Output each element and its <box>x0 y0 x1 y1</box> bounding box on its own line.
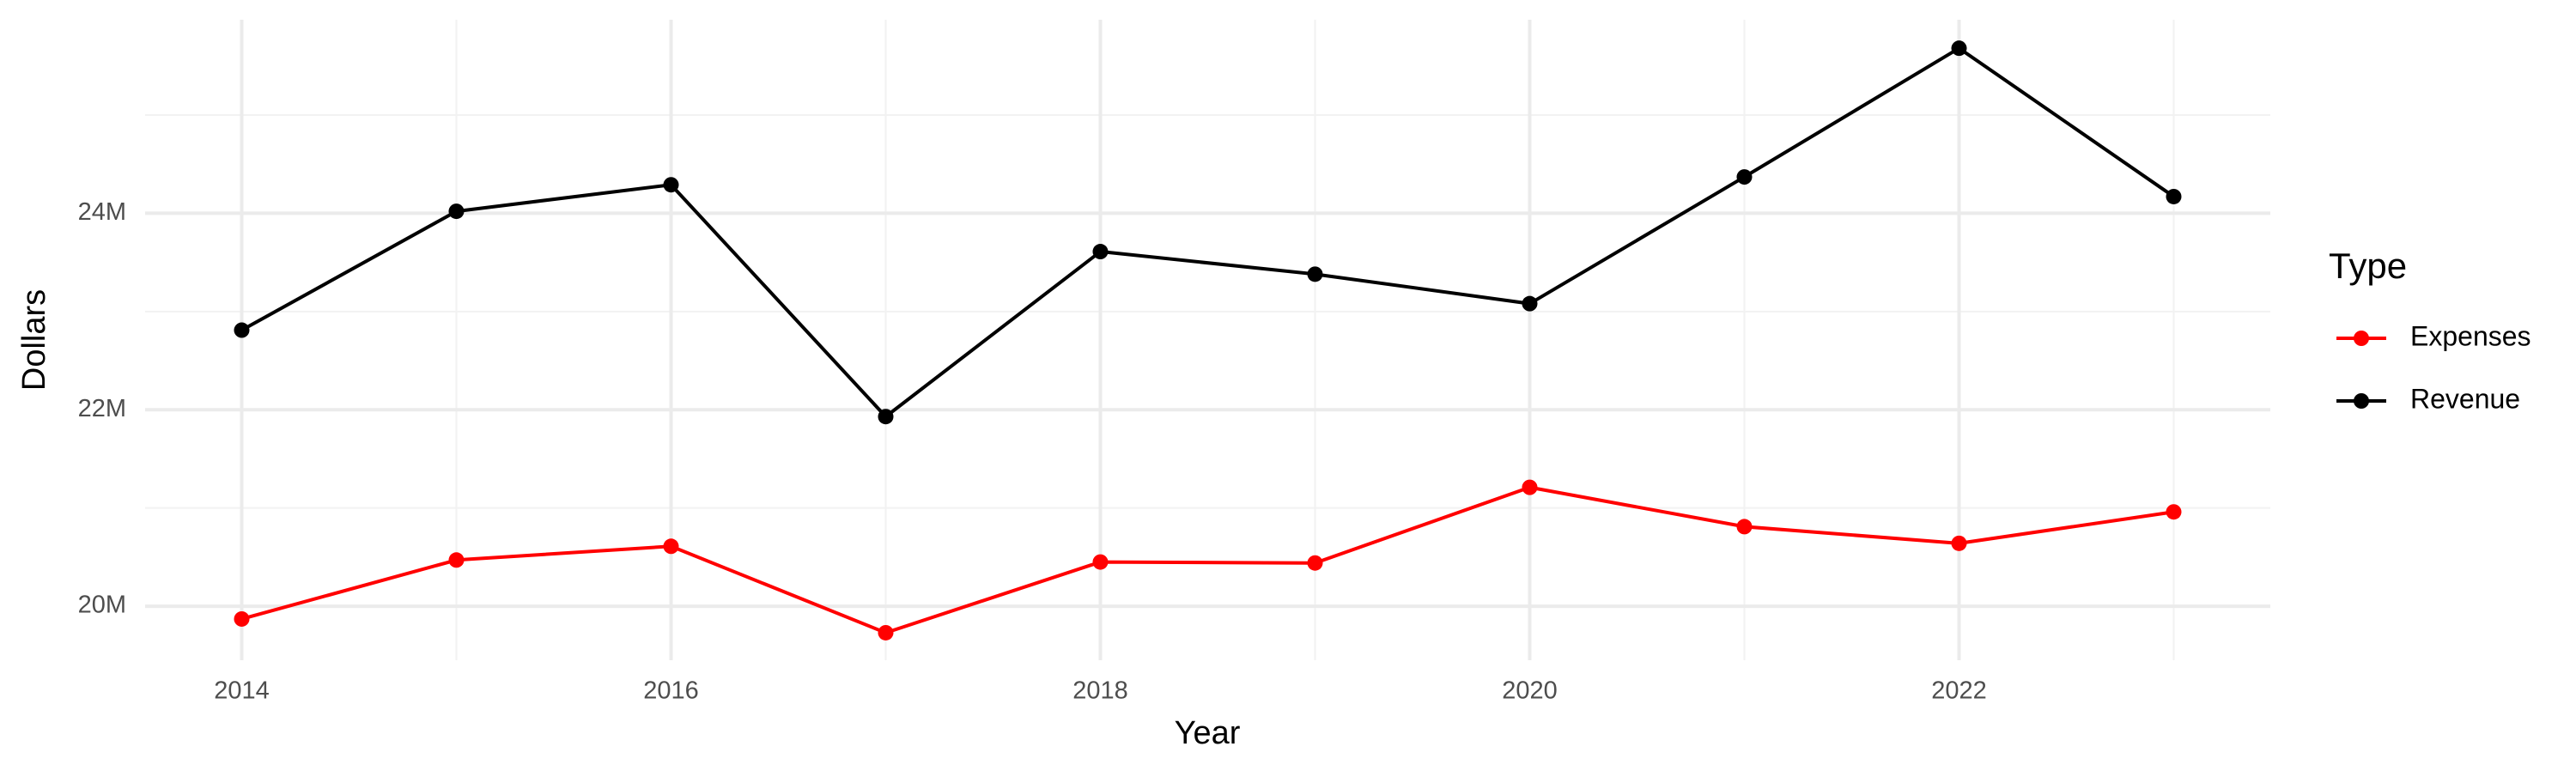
data-point <box>1522 479 1538 495</box>
y-axis-title: Dollars <box>16 289 52 391</box>
series-line <box>240 46 2175 419</box>
series-line <box>240 485 2174 634</box>
y-tick-label: 24M <box>78 198 126 226</box>
x-tick-label: 2022 <box>1931 677 1987 705</box>
legend-title: Type <box>2329 246 2407 286</box>
data-point <box>448 552 465 568</box>
y-tick-label: 22M <box>78 395 126 422</box>
legend-label: Expenses <box>2410 320 2531 351</box>
legend-key-point <box>2354 393 2369 409</box>
data-point <box>2166 504 2182 520</box>
data-point <box>234 322 250 338</box>
data-point <box>1307 266 1323 282</box>
data-point <box>1092 244 1109 260</box>
data-point <box>1951 535 1967 551</box>
y-tick-label: 20M <box>78 592 126 619</box>
data-point <box>1951 40 1967 57</box>
data-point <box>1092 554 1109 570</box>
data-point <box>878 624 894 640</box>
data-point <box>234 610 250 627</box>
data-point <box>1736 519 1753 535</box>
data-point <box>2166 188 2182 204</box>
data-point <box>878 409 894 425</box>
x-axis-title: Year <box>1175 715 1241 751</box>
x-tick-label: 2020 <box>1502 677 1558 705</box>
data-point <box>663 538 679 555</box>
data-point <box>448 203 465 220</box>
x-tick-label: 2018 <box>1072 677 1128 705</box>
legend-key-point <box>2354 331 2369 346</box>
x-tick-label: 2016 <box>643 677 699 705</box>
data-point <box>1307 555 1323 571</box>
x-tick-label: 2014 <box>214 677 270 705</box>
data-point <box>663 177 679 193</box>
legend-label: Revenue <box>2410 383 2520 414</box>
data-point <box>1736 169 1753 185</box>
data-point <box>1522 295 1538 312</box>
